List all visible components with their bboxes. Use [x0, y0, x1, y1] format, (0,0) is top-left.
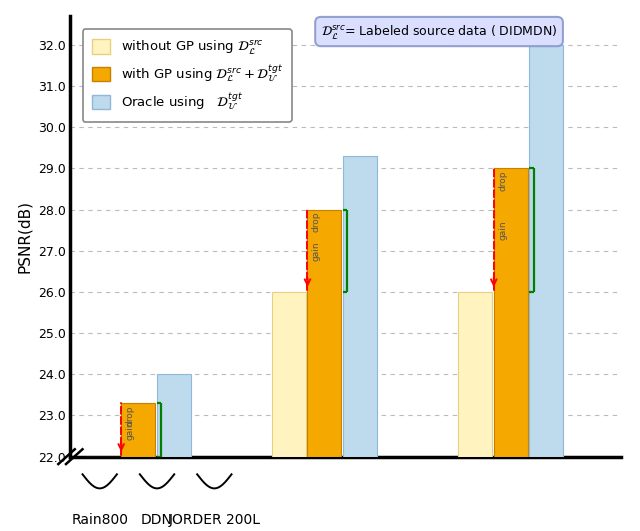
Text: gain: gain [125, 420, 134, 440]
Bar [121, 403, 155, 457]
Bar [307, 210, 341, 457]
Text: DDN: DDN [141, 512, 173, 527]
Bar [343, 156, 377, 457]
Legend: without GP using $\mathcal{D}_\mathcal{L}^{src}$, with GP using $\mathcal{D}_\ma: without GP using $\mathcal{D}_\mathcal{L… [83, 29, 292, 122]
Text: drop: drop [125, 405, 134, 426]
Bar [458, 292, 492, 457]
Text: gain: gain [312, 241, 321, 261]
Bar [529, 45, 563, 457]
Bar [157, 374, 191, 457]
Bar [272, 292, 306, 457]
Y-axis label: PSNR(dB): PSNR(dB) [17, 200, 32, 273]
Text: drop: drop [312, 211, 321, 232]
Text: $\mathcal{D}_\mathcal{L}^{src}$= Labeled source data ( DIDMDN): $\mathcal{D}_\mathcal{L}^{src}$= Labeled… [321, 22, 557, 40]
Text: JORDER 200L: JORDER 200L [168, 512, 260, 527]
Bar [494, 168, 527, 457]
Text: gain: gain [498, 220, 507, 240]
Text: drop: drop [498, 170, 507, 191]
Text: Rain800: Rain800 [71, 512, 128, 527]
